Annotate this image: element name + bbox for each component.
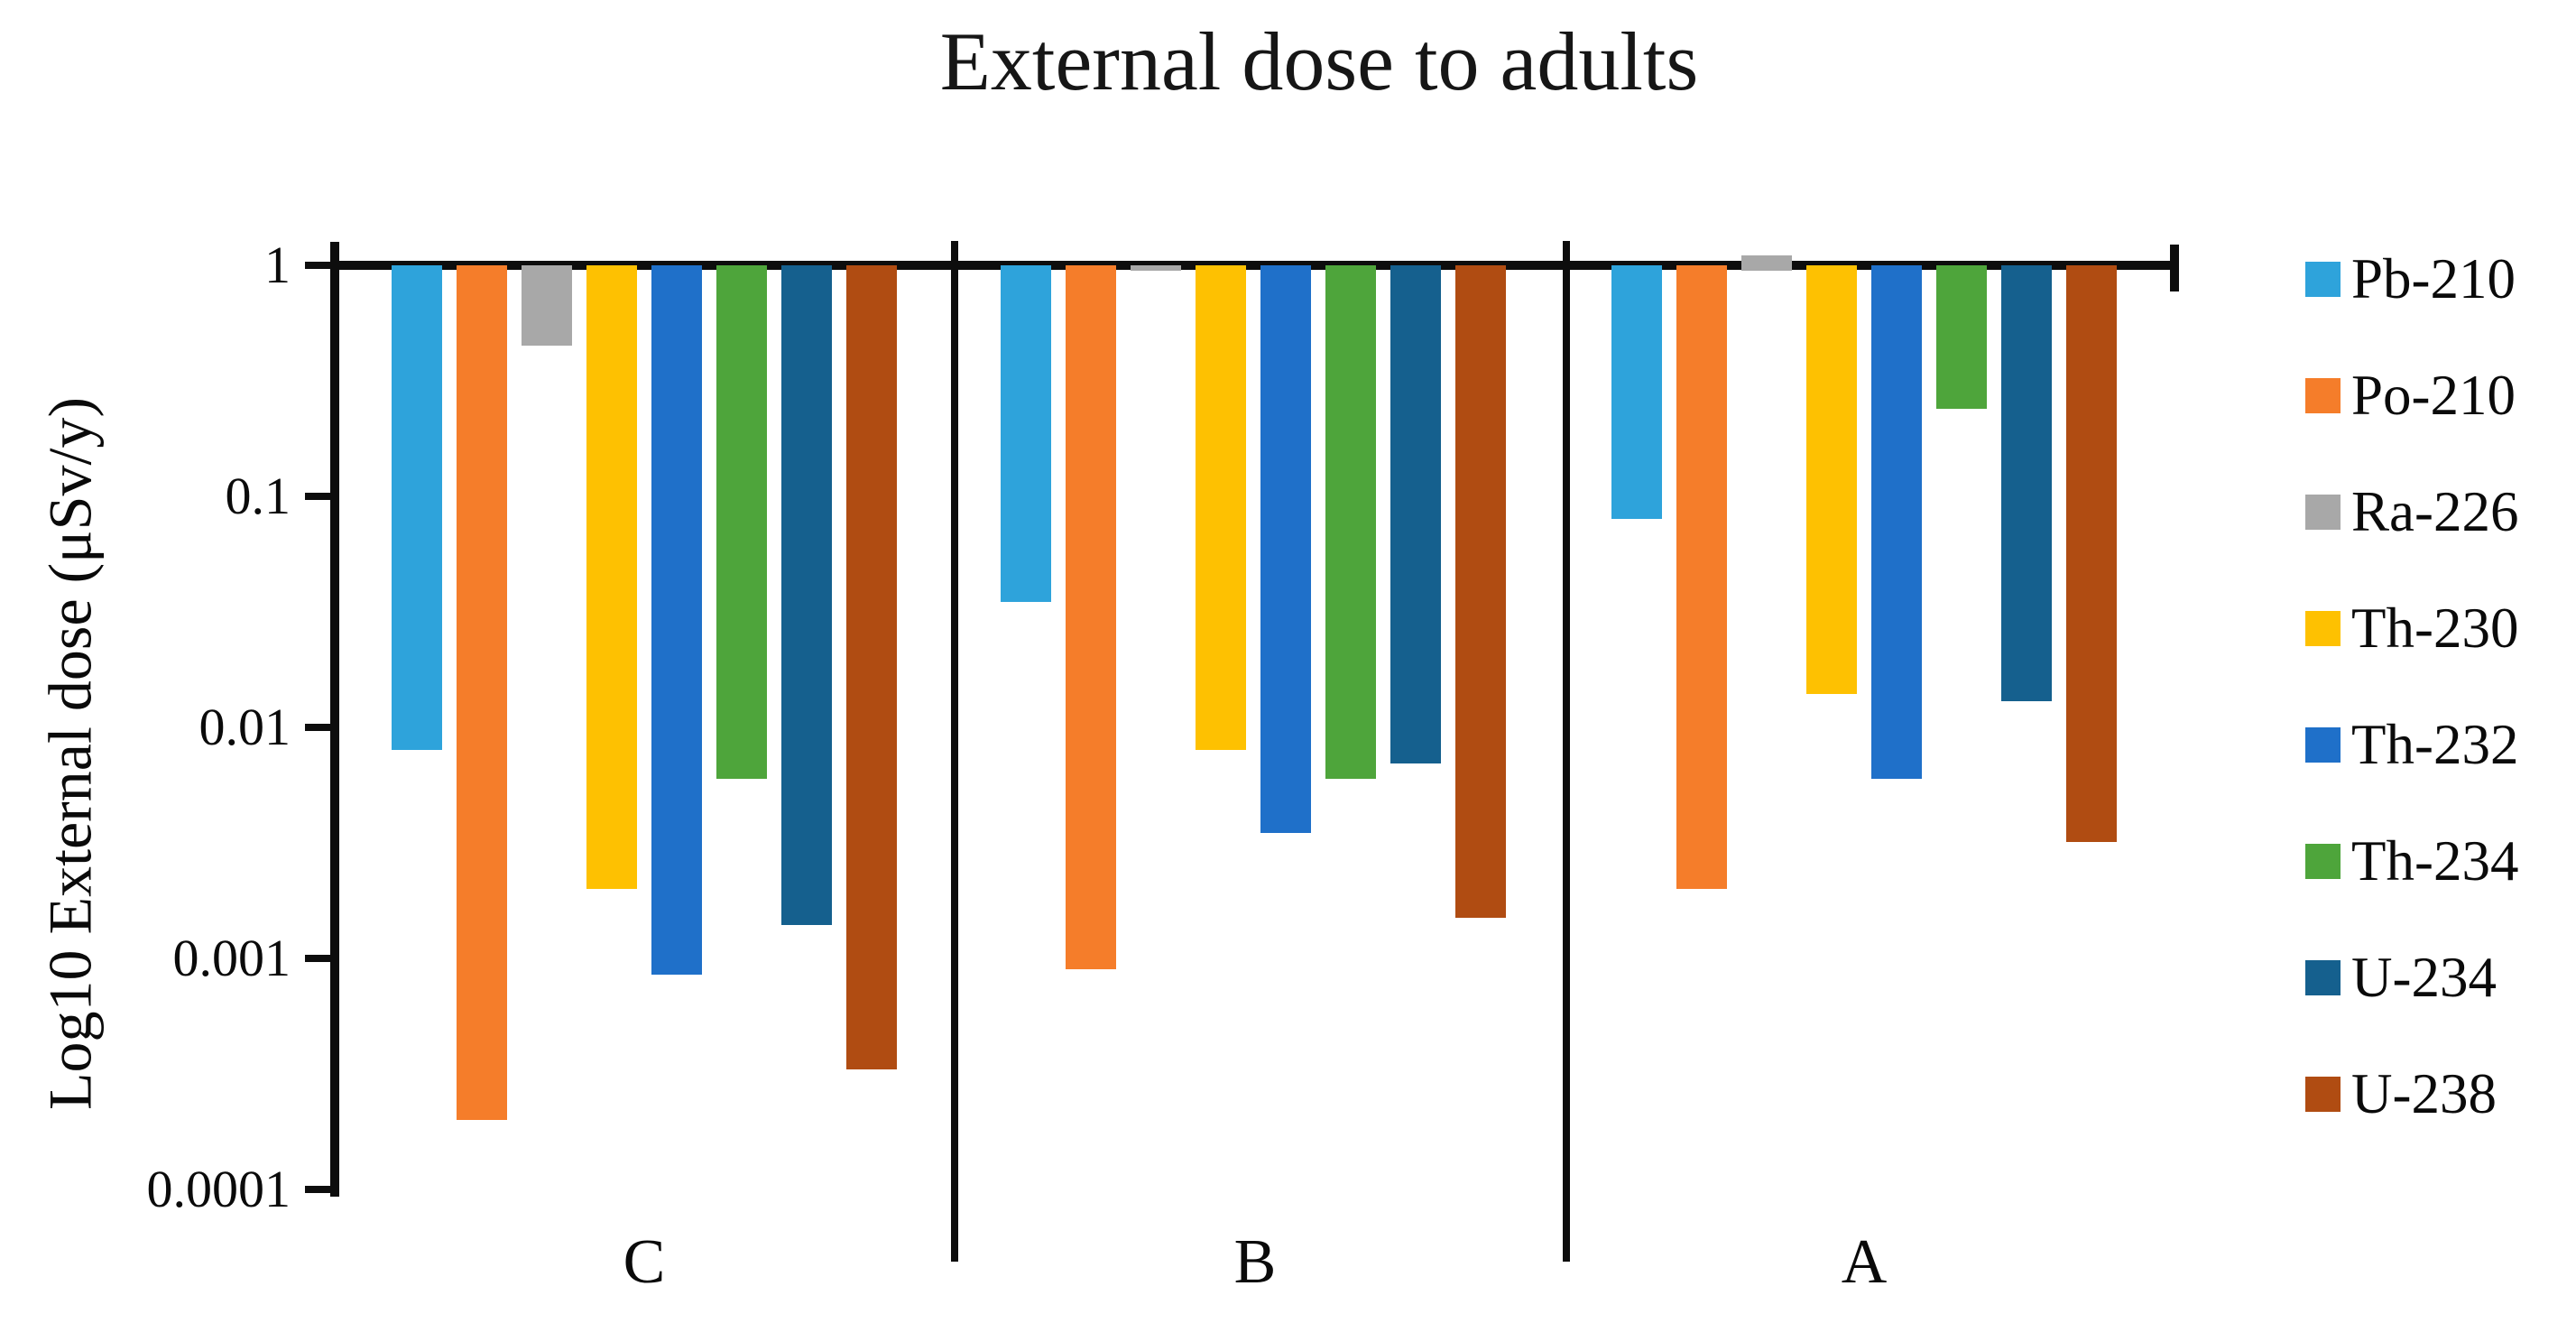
bar-po-210-group-a [1676,265,1727,889]
bar-th-230-group-a [1806,265,1857,694]
legend-swatch-po-210 [2305,378,2341,413]
bar-u-234-group-a [2001,265,2052,701]
bar-ra-226-group-b [1131,265,1181,271]
axis-right-end-tick [2170,245,2179,291]
legend-label-u-238: U-238 [2351,1062,2497,1125]
bar-pb-210-group-b [1001,265,1051,602]
x-group-label-b: B [1233,1227,1277,1297]
legend-label-ra-226: Ra-226 [2351,480,2519,543]
y-axis-line [330,242,339,1197]
bar-u-238-group-a [2066,265,2117,842]
legend-swatch-th-230 [2305,611,2341,646]
bar-th-234-group-c [716,265,767,779]
bar-th-234-group-b [1325,265,1376,779]
bar-u-238-group-b [1455,265,1506,918]
group-separator-c-b [951,241,958,1262]
y-tick-label: 1 [264,236,291,294]
bar-th-232-group-a [1871,265,1922,779]
bar-u-234-group-b [1390,265,1441,763]
y-tick-label: 0.1 [225,467,291,525]
bar-po-210-group-c [457,265,507,1120]
legend-label-pb-210: Pb-210 [2351,247,2516,310]
legend-swatch-th-234 [2305,844,2341,879]
y-tick-mark [305,1186,332,1193]
bar-th-230-group-c [586,265,637,889]
legend-label-th-232: Th-232 [2351,713,2519,776]
y-tick-mark [305,262,332,269]
legend-label-th-234: Th-234 [2351,829,2519,893]
legend-swatch-th-232 [2305,727,2341,763]
legend-swatch-ra-226 [2305,495,2341,530]
x-baseline-line [330,261,2178,270]
group-separator-b-a [1563,241,1570,1262]
bar-th-232-group-c [651,265,702,976]
chart-title: External dose to adults [939,15,1699,107]
y-tick-label: 0.01 [199,698,291,756]
y-tick-label: 0.001 [172,929,291,987]
bar-th-232-group-b [1260,265,1311,833]
bar-po-210-group-b [1066,265,1116,969]
legend-swatch-pb-210 [2305,262,2341,297]
bar-u-238-group-c [846,265,897,1070]
bar-u-234-group-c [781,265,832,925]
legend-label-po-210: Po-210 [2351,364,2516,427]
legend-label-u-234: U-234 [2351,946,2497,1009]
bar-pb-210-group-c [392,265,442,750]
bar-th-230-group-b [1196,265,1246,750]
y-tick-label: 0.0001 [146,1160,291,1218]
x-group-label-a: A [1841,1227,1888,1297]
bar-ra-226-group-c [522,265,572,346]
x-group-label-c: C [623,1227,666,1297]
y-tick-mark [305,724,332,731]
bar-th-234-group-a [1936,265,1987,409]
y-tick-mark [305,955,332,962]
legend-label-th-230: Th-230 [2351,597,2519,660]
y-tick-mark [305,493,332,500]
bar-ra-226-group-a [1741,255,1792,271]
legend-swatch-u-234 [2305,960,2341,995]
bar-pb-210-group-a [1611,265,1662,519]
legend-swatch-u-238 [2305,1077,2341,1112]
